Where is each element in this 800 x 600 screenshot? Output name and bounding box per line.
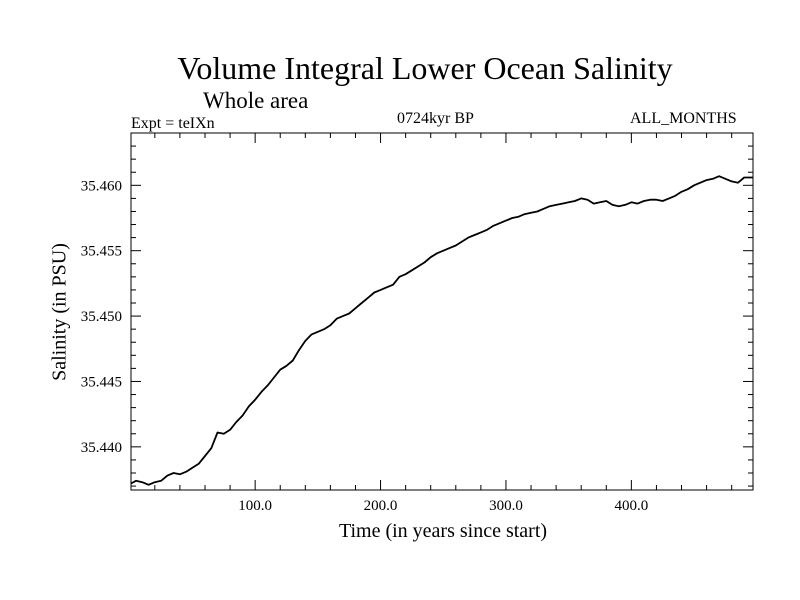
x-tick-label: 400.0 xyxy=(614,498,648,514)
y-tick-label: 35.460 xyxy=(81,178,122,194)
x-tick-label: 200.0 xyxy=(364,498,398,514)
axis-ticks xyxy=(131,132,753,490)
chart-subtitle: Whole area xyxy=(203,88,309,113)
x-tick-label: 100.0 xyxy=(238,498,272,514)
y-tick-label: 35.440 xyxy=(81,440,122,456)
x-tick-label: 300.0 xyxy=(489,498,523,514)
chart-title: Volume Integral Lower Ocean Salinity xyxy=(177,50,673,86)
y-tick-label: 35.450 xyxy=(81,309,122,325)
axis-tick-labels: 100.0 200.0 300.0 400.0 35.440 35.445 35.450 35… xyxy=(81,178,648,514)
months-label: ALL_MONTHS xyxy=(630,110,737,127)
plot-frame xyxy=(130,132,754,491)
salinity-series-line xyxy=(130,175,753,486)
experiment-label: Expt = teIXn xyxy=(131,115,215,132)
period-label: 0724kyr BP xyxy=(397,110,474,127)
y-tick-label: 35.445 xyxy=(81,374,122,390)
x-axis-label: Time (in years since start) xyxy=(338,520,548,542)
series-lines xyxy=(130,175,753,486)
y-tick-label: 35.455 xyxy=(81,244,122,260)
